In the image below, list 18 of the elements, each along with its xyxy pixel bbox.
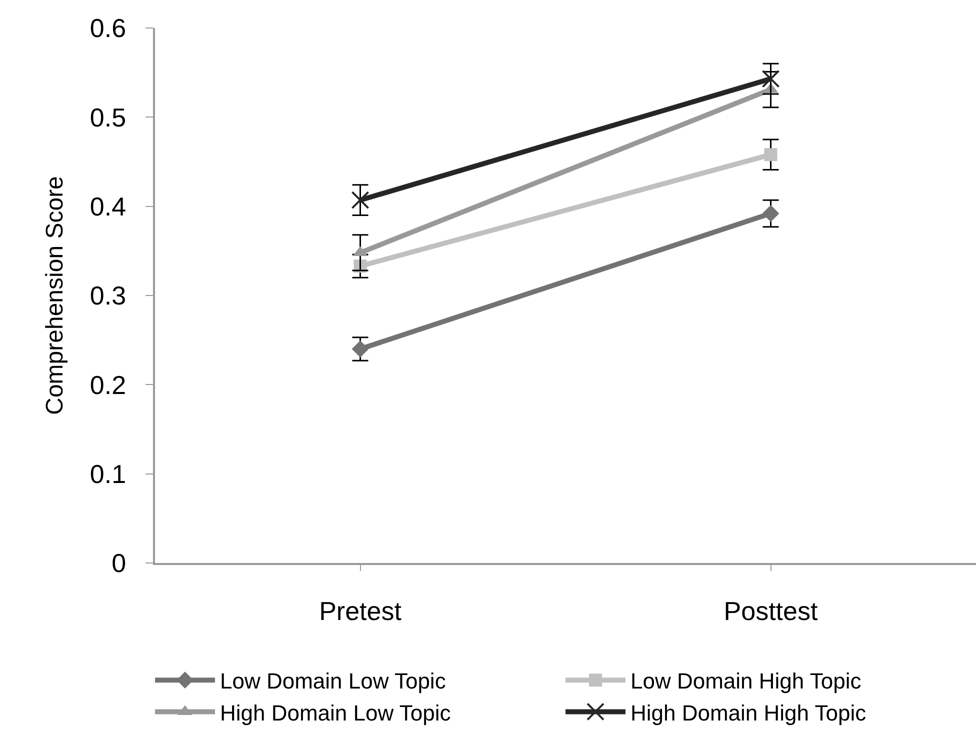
legend-label: High Domain High Topic <box>630 700 866 726</box>
y-tick-label: 0.1 <box>90 458 126 489</box>
y-tick-label: 0.3 <box>90 280 126 311</box>
y-axis-title: Comprehension Score <box>41 176 68 415</box>
x-tick-label: Pretest <box>319 596 402 626</box>
legend-label: Low Domain Low Topic <box>220 668 446 694</box>
x-tick-label: Posttest <box>724 596 818 626</box>
legend-label: High Domain Low Topic <box>220 700 451 726</box>
point <box>352 340 369 358</box>
point <box>351 191 370 210</box>
legend-label: Low Domain High Topic <box>630 668 862 694</box>
point <box>764 148 778 162</box>
y-tick-label: 0.6 <box>90 13 126 44</box>
y-tick-label: 0.5 <box>90 102 126 132</box>
point <box>762 205 780 222</box>
y-tick-label: 0.2 <box>90 370 126 400</box>
y-tick-label: 0.4 <box>90 191 126 222</box>
y-tick-label: 0 <box>112 548 126 578</box>
